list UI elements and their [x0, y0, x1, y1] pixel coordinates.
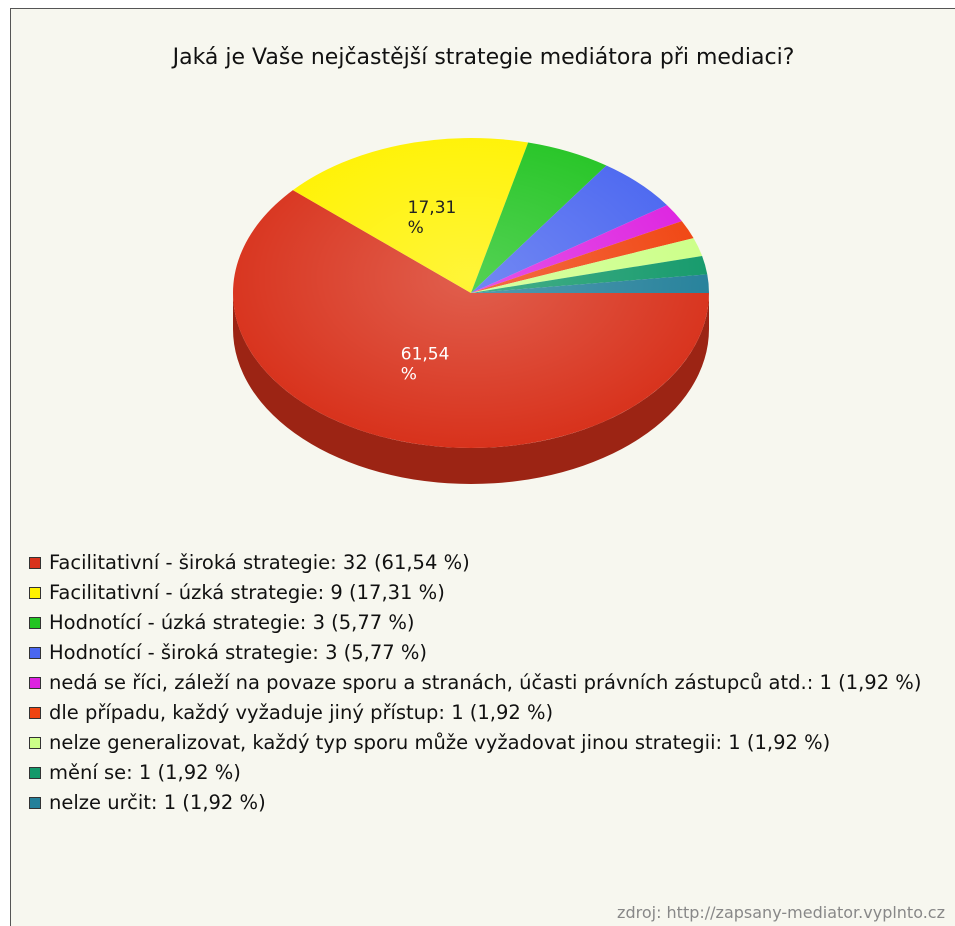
- legend-swatch: [29, 587, 41, 599]
- data-label: 61,54%: [401, 344, 450, 384]
- legend-swatch: [29, 707, 41, 719]
- legend-label: Facilitativní - široká strategie: 32 (61…: [49, 551, 470, 574]
- legend-label: mění se: 1 (1,92 %): [49, 761, 241, 784]
- legend-item: nelze určit: 1 (1,92 %): [29, 789, 949, 817]
- legend-item: Facilitativní - široká strategie: 32 (61…: [29, 549, 949, 577]
- chart-title: Jaká je Vaše nejčastější strategie mediá…: [172, 45, 795, 70]
- legend-swatch: [29, 677, 41, 689]
- legend-swatch: [29, 737, 41, 749]
- source: zdroj: http://zapsany-mediator.vyplnto.c…: [617, 903, 945, 922]
- legend-label: Hodnotící - široká strategie: 3 (5,77 %): [49, 641, 428, 664]
- legend-item: Hodnotící - široká strategie: 3 (5,77 %): [29, 639, 949, 667]
- data-label: 17,31%: [408, 198, 457, 238]
- legend-swatch: [29, 767, 41, 779]
- legend-label: dle případu, každý vyžaduje jiný přístup…: [49, 701, 554, 724]
- pie: 61,54 % 17,31%: [233, 138, 709, 484]
- legend-swatch: [29, 647, 41, 659]
- legend-item: dle případu, každý vyžaduje jiný přístup…: [29, 699, 949, 727]
- legend-item: nedá se říci, záleží na povaze sporu a s…: [29, 669, 949, 697]
- legend-swatch: [29, 797, 41, 809]
- chart: Jaká je Vaše nejčastější strategie mediá…: [10, 8, 955, 926]
- legend-label: nelze určit: 1 (1,92 %): [49, 791, 266, 814]
- legend-item: Facilitativní - úzká strategie: 9 (17,31…: [29, 579, 949, 607]
- legend-swatch: [29, 617, 41, 629]
- legend-label: Facilitativní - úzká strategie: 9 (17,31…: [49, 581, 445, 604]
- legend-item: nelze generalizovat, každý typ sporu můž…: [29, 729, 949, 757]
- legend-item: mění se: 1 (1,92 %): [29, 759, 949, 787]
- legend-label: nelze generalizovat, každý typ sporu můž…: [49, 731, 831, 754]
- legend: Facilitativní - široká strategie: 32 (61…: [29, 549, 949, 819]
- legend-label: nedá se říci, záleží na povaze sporu a s…: [49, 671, 922, 694]
- legend-label: Hodnotící - úzká strategie: 3 (5,77 %): [49, 611, 415, 634]
- legend-swatch: [29, 557, 41, 569]
- legend-item: Hodnotící - úzká strategie: 3 (5,77 %): [29, 609, 949, 637]
